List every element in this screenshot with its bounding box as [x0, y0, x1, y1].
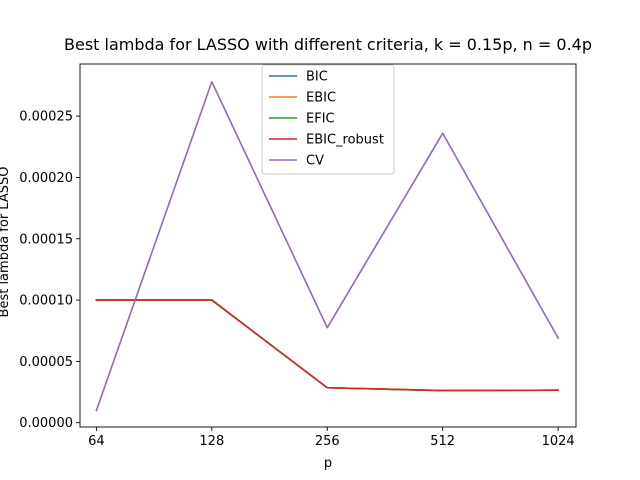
legend-label: CV — [306, 154, 324, 169]
legend-label: EBIC — [306, 91, 336, 106]
y-tick-label: 0.00025 — [19, 110, 73, 125]
x-tick-label: 512 — [430, 434, 455, 449]
y-tick-label: 0.00015 — [19, 232, 73, 247]
x-axis-label: p — [324, 456, 332, 471]
y-tick-label: 0.00005 — [19, 355, 73, 370]
x-tick-label: 64 — [88, 434, 105, 449]
y-tick-label: 0.00010 — [19, 294, 73, 309]
chart-title: Best lambda for LASSO with different cri… — [64, 35, 592, 54]
legend-label: EBIC_robust — [306, 133, 384, 148]
x-tick-label: 1024 — [542, 434, 575, 449]
axes-layer: 64 128 256 512 1024 0.00000 0.00005 0.00010 0.00… — [19, 63, 577, 449]
x-tick-label: 256 — [315, 434, 340, 449]
series-layer — [95, 80, 560, 412]
legend: BIC EBIC EFIC EBIC_robust CV — [261, 64, 395, 175]
y-axis-label: Best lambda for LASSO — [0, 167, 12, 318]
y-tick-label: 0.00000 — [19, 416, 73, 431]
legend-label: BIC — [306, 70, 328, 85]
x-tick-label: 128 — [199, 434, 224, 449]
series-line-ebic-robust — [95, 299, 559, 392]
axes-frame — [79, 63, 577, 428]
legend-box — [261, 64, 395, 175]
series-line-cv — [95, 80, 560, 412]
y-tick-label: 0.00020 — [19, 171, 73, 186]
legend-label: EFIC — [306, 112, 335, 127]
